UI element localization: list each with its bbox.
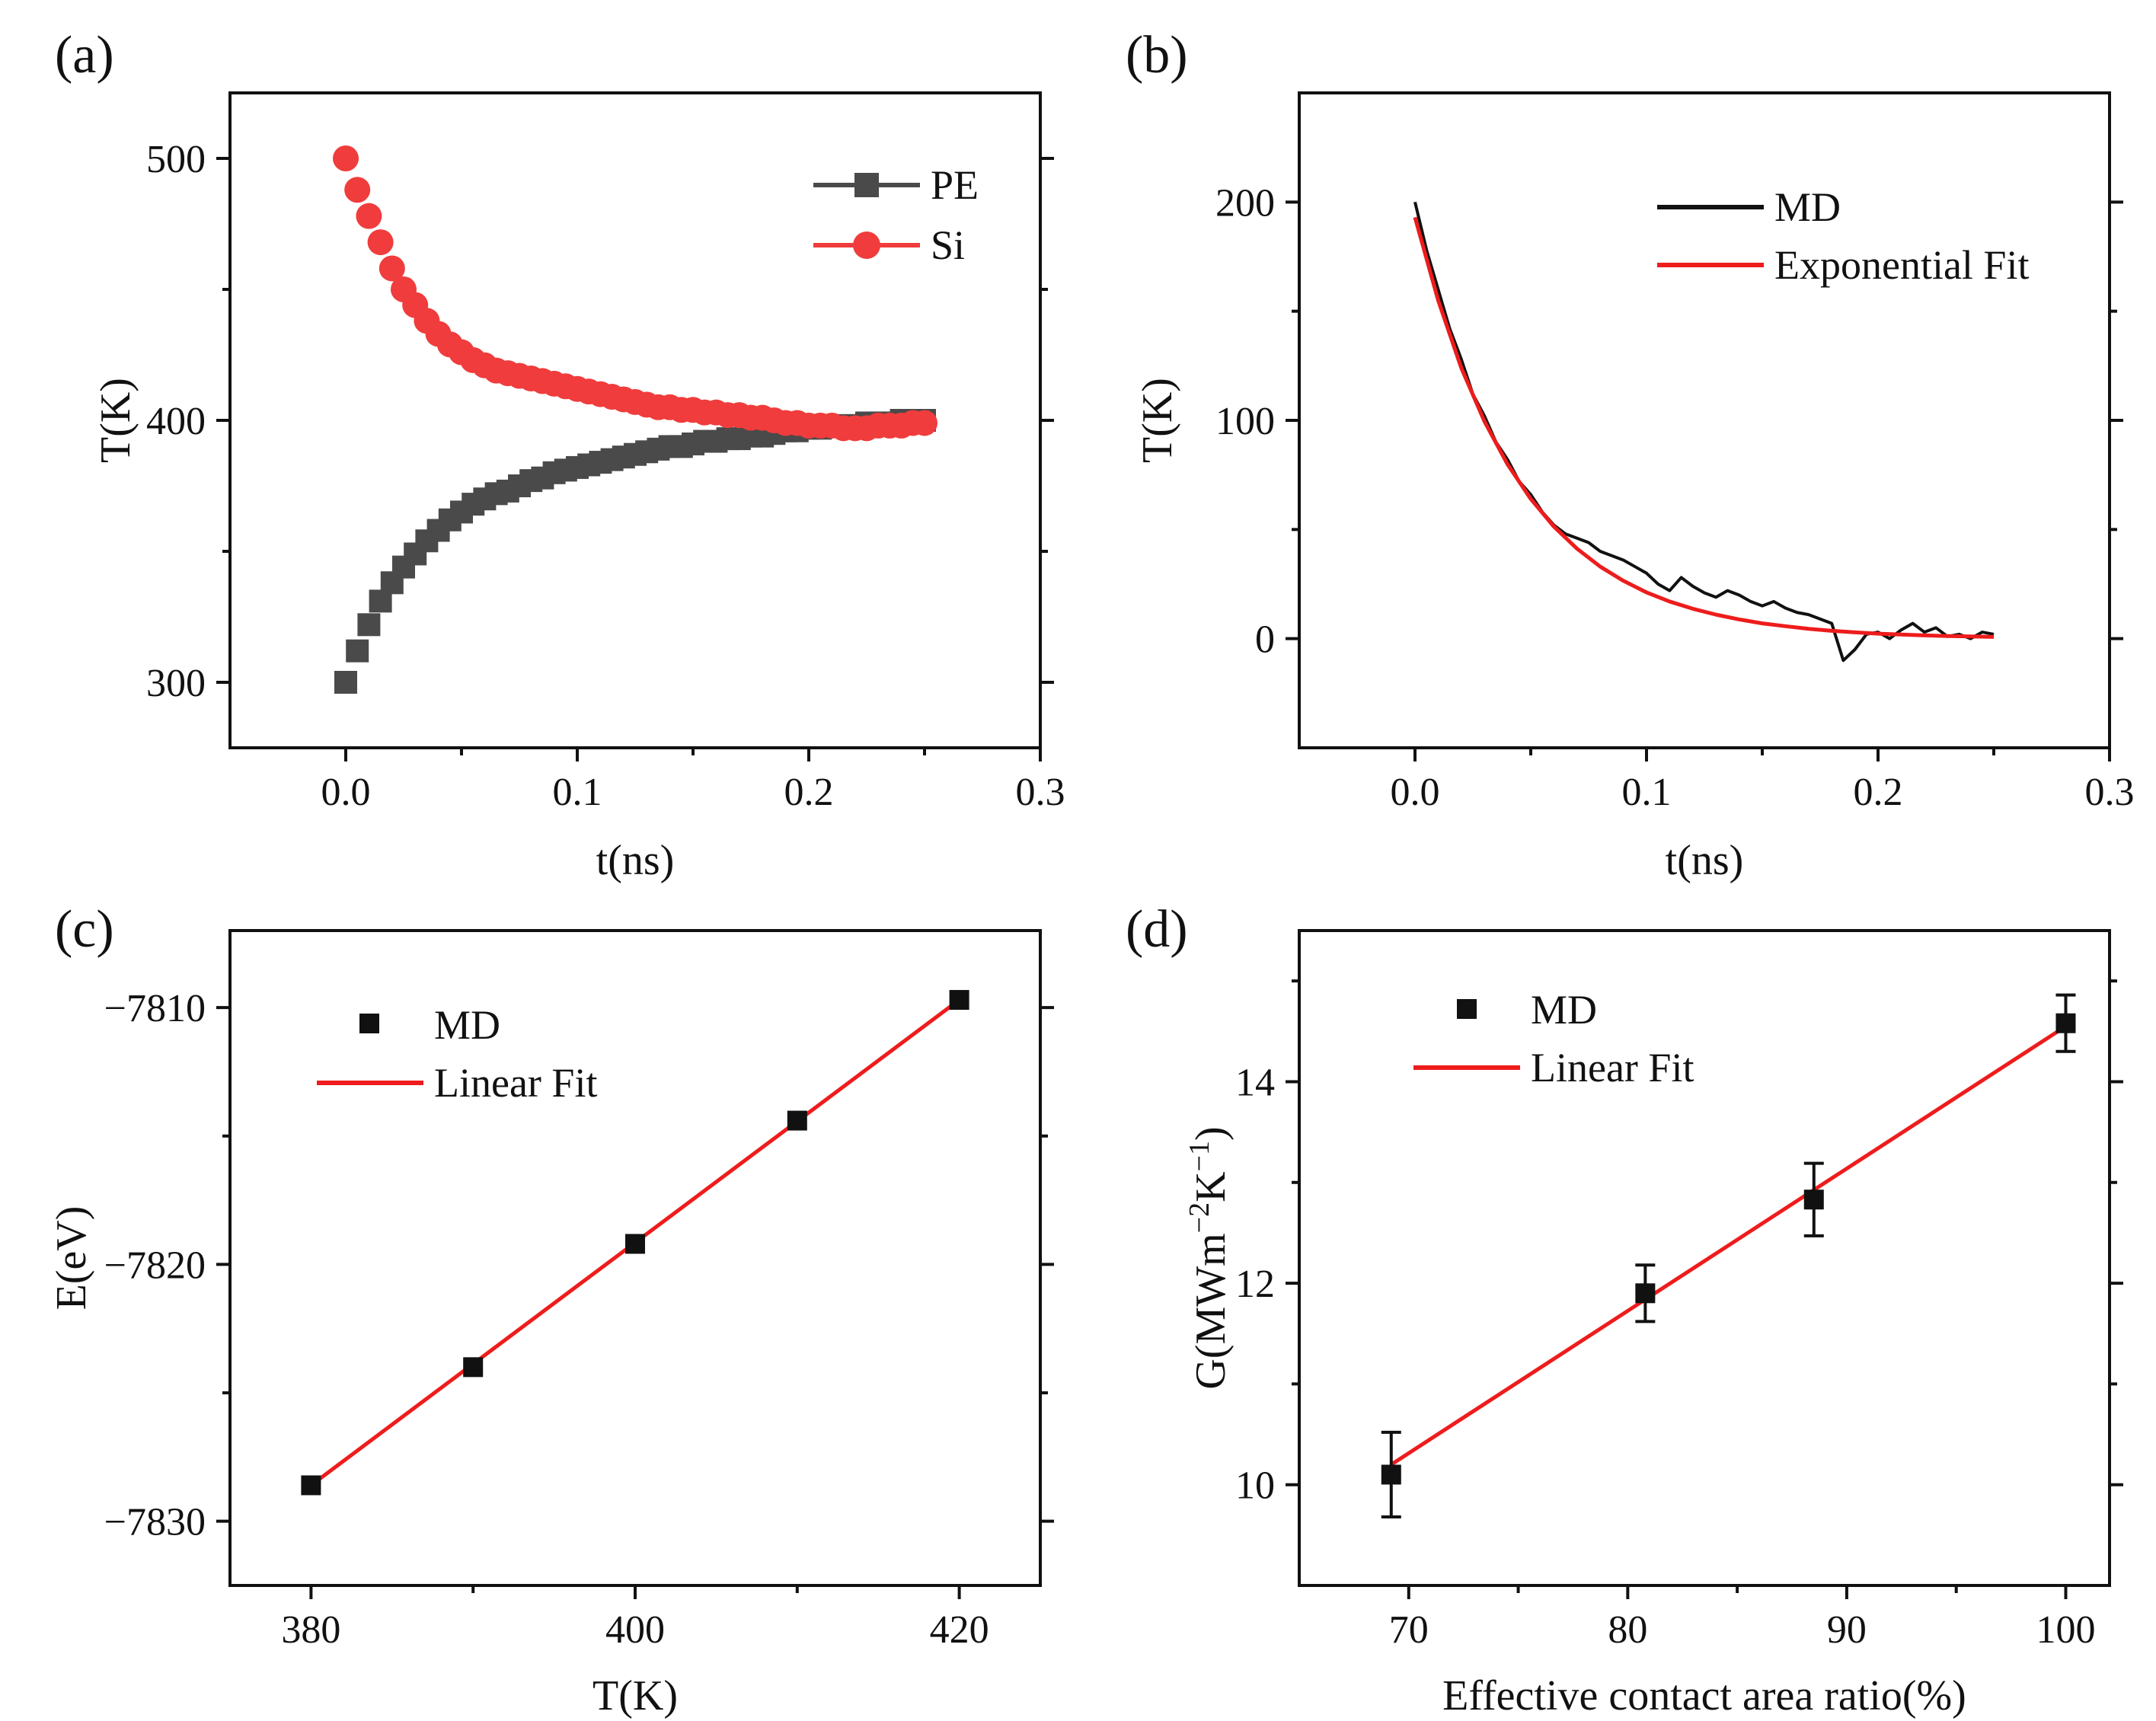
- legend: MD Linear Fit: [317, 1002, 597, 1106]
- x-tick-label: 0.0: [1391, 771, 1440, 814]
- legend: MD Exponential Fit: [1657, 184, 2029, 288]
- ticks: 380 400 420 −7830 −7820 −7810: [104, 987, 1054, 1652]
- legend-label-md: MD: [434, 1002, 500, 1048]
- y-tick-label: 10: [1235, 1464, 1275, 1508]
- y-label-superscript: −1: [1183, 1141, 1215, 1171]
- ticks: 0.0 0.1 0.2 0.3 300 400 500: [146, 138, 1065, 814]
- x-tick-label: 0.3: [1016, 771, 1065, 814]
- x-tick-label: 380: [281, 1608, 340, 1652]
- series-layer: [1413, 201, 1995, 663]
- legend: PE Si: [813, 162, 979, 268]
- y-axis-label: T(K): [92, 378, 139, 463]
- y-tick-label: 400: [146, 400, 206, 443]
- y-axis-label: T(K): [1134, 378, 1181, 463]
- legend-label-fit: Exponential Fit: [1774, 242, 2029, 288]
- ticks: 70 80 90 100 10 12 14: [1235, 979, 2123, 1652]
- y-tick-label: 12: [1235, 1263, 1275, 1306]
- legend: MD Linear Fit: [1413, 987, 1694, 1090]
- md-point: [787, 1110, 807, 1131]
- pe-point: [334, 671, 357, 694]
- legend-label-md: MD: [1531, 987, 1597, 1033]
- md-point: [949, 990, 969, 1011]
- x-tick-label: 420: [930, 1608, 989, 1652]
- si-point: [367, 229, 394, 256]
- series-layer: [301, 990, 969, 1496]
- si-point: [378, 255, 405, 282]
- axis-frame: [1298, 929, 2111, 1587]
- y-tick-label: 100: [1215, 400, 1275, 443]
- md-point: [463, 1357, 484, 1378]
- x-tick-label: 0.2: [784, 771, 834, 814]
- y-tick-label: 0: [1255, 618, 1275, 662]
- x-tick-label: 70: [1389, 1608, 1429, 1652]
- y-tick-label: 300: [146, 662, 206, 705]
- x-tick-label: 0.1: [1622, 771, 1672, 814]
- x-axis-label: T(K): [593, 1672, 678, 1719]
- si-point: [912, 410, 937, 436]
- legend-label-si: Si: [931, 222, 965, 268]
- md-point: [625, 1234, 645, 1254]
- linear-fit-line: [1390, 1024, 2067, 1467]
- si-point: [333, 145, 359, 171]
- x-tick-label: 90: [1827, 1608, 1867, 1652]
- exponential-fit-line: [1413, 216, 1995, 639]
- panel-label: (c): [55, 900, 114, 959]
- panel-label: (a): [55, 26, 114, 85]
- md-point: [1803, 1189, 1824, 1210]
- x-axis-label: Effective contact area ratio(%): [1442, 1672, 1966, 1719]
- x-tick-label: 400: [605, 1608, 665, 1652]
- md-point: [1381, 1464, 1401, 1485]
- y-tick-label: −7830: [104, 1501, 206, 1544]
- x-tick-label: 100: [2036, 1608, 2095, 1652]
- x-axis-label: t(ns): [1666, 837, 1744, 884]
- md-point: [301, 1475, 321, 1496]
- y-tick-label: 14: [1235, 1061, 1275, 1104]
- panel-b: (b) 0.0 0.1 0.2 0.3 0 100 200 t(ns) T(K) MD Ex…: [1126, 26, 2135, 884]
- legend-label-fit: Linear Fit: [434, 1060, 597, 1106]
- panel-d: (d) 70 80 90 100 10 12 14 Effective contact ar…: [1126, 900, 2123, 1719]
- pe-point: [346, 639, 369, 663]
- y-tick-label: 500: [146, 138, 206, 181]
- si-point: [344, 177, 371, 203]
- x-tick-label: 0.1: [553, 771, 602, 814]
- legend-label-pe: PE: [931, 162, 979, 208]
- si-point: [356, 203, 382, 229]
- legend-marker-md: [1457, 999, 1477, 1019]
- legend-marker-si: [853, 231, 880, 259]
- md-point: [2055, 1013, 2076, 1033]
- ticks: 0.0 0.1 0.2 0.3 0 100 200: [1215, 181, 2135, 814]
- x-tick-label: 0.0: [321, 771, 371, 814]
- y-label-part: K: [1187, 1171, 1235, 1202]
- md-point: [1635, 1283, 1656, 1304]
- panel-c: (c) 380 400 420−7830−7820−7810 T(K) E(eV) …: [48, 900, 1054, 1719]
- legend-marker-pe: [854, 173, 879, 197]
- y-tick-label: −7820: [104, 1244, 206, 1287]
- y-axis-label: G(MWm−2K−1): [1183, 1126, 1235, 1389]
- x-tick-label: 0.3: [2085, 771, 2135, 814]
- y-tick-label: −7810: [104, 987, 206, 1030]
- series-layer: [1381, 993, 2076, 1519]
- axis-frame: [1298, 91, 2111, 749]
- panel-label: (d): [1126, 900, 1188, 959]
- y-label-part: G(MWm: [1187, 1233, 1235, 1389]
- series-layer: [333, 145, 937, 694]
- legend-marker-md: [359, 1014, 379, 1033]
- legend-label-fit: Linear Fit: [1531, 1045, 1694, 1090]
- pe-point: [357, 613, 381, 637]
- legend-label-md: MD: [1774, 184, 1841, 230]
- panel-a: (a) 0.0 0.1 0.2 0.3 300 400 500 t(ns) T(K) PE …: [55, 26, 1065, 884]
- x-tick-label: 0.2: [1854, 771, 1903, 814]
- x-tick-label: 80: [1608, 1608, 1647, 1652]
- y-label-part: ): [1187, 1126, 1235, 1141]
- panel-label: (b): [1126, 26, 1188, 85]
- x-axis-label: t(ns): [596, 837, 675, 884]
- y-axis-label: E(eV): [48, 1206, 95, 1311]
- y-label-superscript: −2: [1183, 1202, 1215, 1233]
- y-tick-label: 200: [1215, 181, 1275, 225]
